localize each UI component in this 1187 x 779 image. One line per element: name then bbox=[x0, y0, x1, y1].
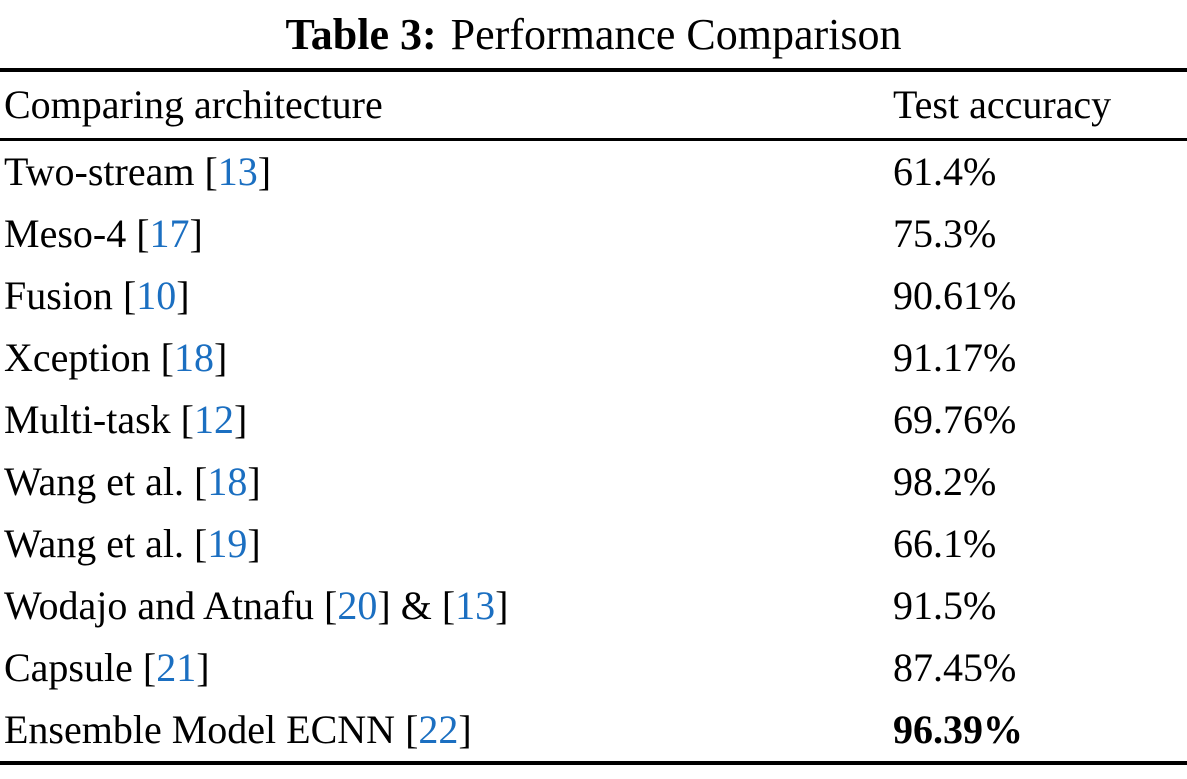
citation-close-bracket: ] bbox=[377, 583, 391, 628]
architecture-cell: Two-stream [13] bbox=[0, 141, 893, 203]
table-caption-text: Performance Comparison bbox=[450, 10, 902, 59]
citation-open-bracket: [ bbox=[204, 149, 218, 194]
citation-open-bracket: [ bbox=[194, 459, 208, 504]
citation-link[interactable]: 12 bbox=[194, 397, 234, 442]
accuracy-cell: 98.2% bbox=[893, 459, 997, 504]
column-header-comparing-architecture: Comparing architecture bbox=[4, 82, 383, 127]
architecture-name: Ensemble Model ECNN bbox=[4, 707, 406, 752]
citation-link[interactable]: 17 bbox=[149, 211, 190, 256]
table-header-row: Comparing architecture Test accuracy bbox=[0, 72, 1187, 138]
citation-open-bracket: [ bbox=[324, 583, 338, 628]
table-header-rule bbox=[0, 138, 1187, 141]
architecture-name: Meso-4 bbox=[4, 211, 137, 256]
architecture-cell: Fusion [10] bbox=[0, 265, 893, 327]
architecture-cell: Wang et al. [18] bbox=[0, 451, 893, 513]
citation-close-bracket: ] bbox=[458, 707, 472, 752]
architecture-cell: Ensemble Model ECNN [22] bbox=[0, 699, 893, 761]
table-body: Two-stream [13] 61.4% Meso-4 [17] 75.3% Fusi… bbox=[0, 141, 1187, 761]
table-caption-label: Table 3: bbox=[285, 10, 437, 59]
table-row: Multi-task [12] 69.76% bbox=[0, 389, 1187, 451]
architecture-name: Xception bbox=[4, 335, 161, 380]
architecture-name: Wang et al. bbox=[4, 459, 195, 504]
accuracy-cell: 91.5% bbox=[893, 583, 997, 628]
citation-link[interactable]: 18 bbox=[173, 335, 214, 380]
accuracy-cell: 90.61% bbox=[893, 273, 1017, 318]
citation-close-bracket: ] bbox=[247, 521, 261, 566]
accuracy-cell: 91.17% bbox=[893, 335, 1017, 380]
architecture-name: Multi-task bbox=[4, 397, 181, 442]
citation-link[interactable]: 22 bbox=[418, 707, 459, 752]
table-bottom-rule bbox=[0, 761, 1187, 765]
accuracy-cell: 66.1% bbox=[893, 521, 997, 566]
citation-link[interactable]: 20 bbox=[337, 583, 378, 628]
citation-link[interactable]: 19 bbox=[207, 521, 248, 566]
accuracy-cell: 69.76% bbox=[893, 397, 1017, 442]
citation-open-bracket: [ bbox=[194, 521, 208, 566]
table-row: Wodajo and Atnafu [20] & [13] 91.5% bbox=[0, 575, 1187, 637]
table-row: Two-stream [13] 61.4% bbox=[0, 141, 1187, 203]
table-row: Capsule [21] 87.45% bbox=[0, 637, 1187, 699]
table-row: Wang et al. [19] 66.1% bbox=[0, 513, 1187, 575]
table-row: Meso-4 [17] 75.3% bbox=[0, 203, 1187, 265]
citation-link[interactable]: 13 bbox=[217, 149, 258, 194]
citation-link[interactable]: 18 bbox=[207, 459, 248, 504]
table-top-rule bbox=[0, 68, 1187, 72]
architecture-name: & bbox=[390, 583, 442, 628]
column-header-test-accuracy: Test accuracy bbox=[893, 82, 1112, 127]
citation-close-bracket: ] bbox=[247, 459, 261, 504]
citation-link[interactable]: 21 bbox=[156, 645, 197, 690]
citation-link[interactable]: 13 bbox=[455, 583, 496, 628]
accuracy-cell: 96.39% bbox=[893, 707, 1023, 752]
architecture-cell: Capsule [21] bbox=[0, 637, 893, 699]
citation-open-bracket: [ bbox=[136, 211, 150, 256]
table-row: Xception [18] 91.17% bbox=[0, 327, 1187, 389]
architecture-cell: Wang et al. [19] bbox=[0, 513, 893, 575]
architecture-name: Wang et al. bbox=[4, 521, 195, 566]
accuracy-cell: 87.45% bbox=[893, 645, 1017, 690]
architecture-name: Wodajo and Atnafu bbox=[4, 583, 325, 628]
citation-link[interactable]: 10 bbox=[136, 273, 177, 318]
citation-open-bracket: [ bbox=[122, 273, 137, 318]
architecture-name: Capsule bbox=[4, 645, 143, 690]
citation-open-bracket: [ bbox=[180, 397, 194, 442]
architecture-name: Fusion bbox=[4, 273, 123, 318]
architecture-cell: Xception [18] bbox=[0, 327, 893, 389]
architecture-cell: Wodajo and Atnafu [20] & [13] bbox=[0, 575, 893, 637]
table-row: Fusion [10] 90.61% bbox=[0, 265, 1187, 327]
citation-close-bracket: ] bbox=[234, 397, 248, 442]
table-caption: Table 3: Performance Comparison bbox=[0, 0, 1187, 64]
citation-close-bracket: ] bbox=[189, 211, 203, 256]
citation-close-bracket: ] bbox=[196, 645, 210, 690]
accuracy-cell: 61.4% bbox=[893, 149, 997, 194]
citation-open-bracket: [ bbox=[142, 645, 157, 690]
table-row: Ensemble Model ECNN [22] 96.39% bbox=[0, 699, 1187, 761]
citation-open-bracket: [ bbox=[441, 583, 456, 628]
architecture-name: Two-stream bbox=[4, 149, 205, 194]
accuracy-cell: 75.3% bbox=[893, 211, 997, 256]
architecture-cell: Multi-task [12] bbox=[0, 389, 893, 451]
table-row: Wang et al. [18] 98.2% bbox=[0, 451, 1187, 513]
citation-close-bracket: ] bbox=[257, 149, 272, 194]
citation-open-bracket: [ bbox=[160, 335, 174, 380]
citation-close-bracket: ] bbox=[495, 583, 509, 628]
architecture-cell: Meso-4 [17] bbox=[0, 203, 893, 265]
citation-open-bracket: [ bbox=[405, 707, 419, 752]
citation-close-bracket: ] bbox=[176, 273, 190, 318]
citation-close-bracket: ] bbox=[213, 335, 228, 380]
